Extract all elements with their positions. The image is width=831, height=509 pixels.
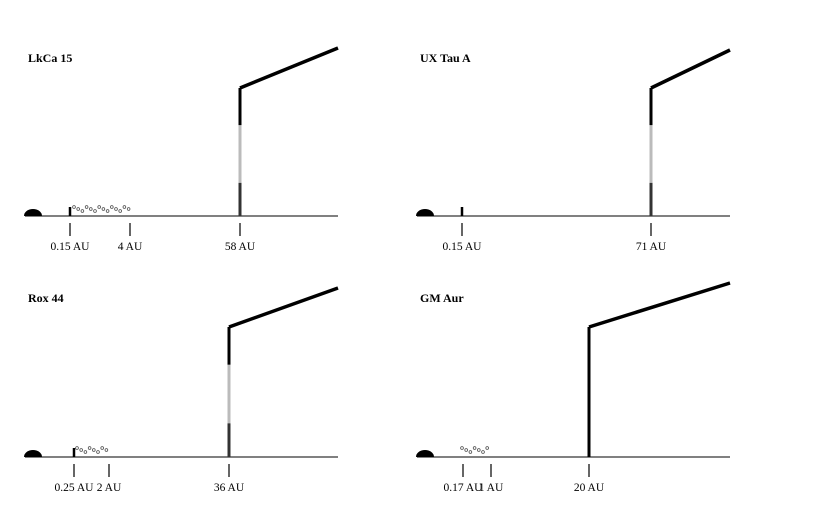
dust-grain — [101, 207, 106, 211]
radius-label: 71 AU — [636, 241, 667, 253]
dust-grain — [114, 207, 118, 211]
dust-grain — [122, 205, 127, 209]
dust-grain — [76, 207, 80, 211]
radius-label: 20 AU — [574, 482, 605, 494]
outer-disk — [228, 286, 339, 329]
radius-label: 4 AU — [118, 241, 143, 253]
radius-label: 36 AU — [214, 482, 245, 494]
dust-grain — [104, 448, 109, 452]
radius-label: 2 AU — [97, 482, 122, 494]
dust-grain — [100, 446, 104, 450]
dust-grain — [460, 446, 464, 450]
dust-grain — [477, 448, 481, 452]
panel-title: LkCa 15 — [28, 51, 72, 65]
outer-disk — [650, 48, 731, 90]
panel-title: UX Tau A — [420, 51, 471, 65]
dust-grain — [472, 446, 477, 450]
radius-label: 1 AU — [479, 482, 504, 494]
dust-grain — [105, 209, 110, 213]
dust-grain — [464, 448, 468, 452]
dust-grain — [126, 207, 131, 211]
dust-grain — [89, 207, 93, 211]
dust-grain — [84, 205, 89, 209]
dust-grain — [92, 448, 96, 452]
dust-grain — [79, 448, 83, 452]
dust-grain — [118, 209, 122, 213]
radius-label: 0.25 AU — [55, 482, 95, 494]
dust-grain — [110, 205, 114, 209]
dust-grain — [83, 450, 88, 454]
dust-grain — [481, 450, 485, 454]
star — [416, 450, 434, 457]
outer-disk — [239, 46, 339, 90]
radius-label: 58 AU — [225, 241, 256, 253]
dust-grain — [80, 209, 85, 213]
dust-grain — [485, 446, 489, 450]
dust-grain — [87, 446, 92, 450]
panel-title: Rox 44 — [28, 291, 64, 305]
radius-label: 0.15 AU — [443, 241, 483, 253]
outer-disk — [588, 281, 731, 329]
star — [416, 209, 434, 216]
panel-title: GM Aur — [420, 291, 464, 305]
star — [24, 450, 42, 457]
radius-label: 0.17 AU — [444, 482, 484, 494]
dust-grain — [75, 446, 79, 450]
dust-grain — [97, 205, 101, 209]
star — [24, 209, 42, 216]
radius-label: 0.15 AU — [51, 241, 91, 253]
dust-grain — [93, 209, 97, 213]
dust-grain — [468, 450, 473, 454]
dust-grain — [96, 450, 100, 454]
dust-grain — [72, 205, 76, 209]
